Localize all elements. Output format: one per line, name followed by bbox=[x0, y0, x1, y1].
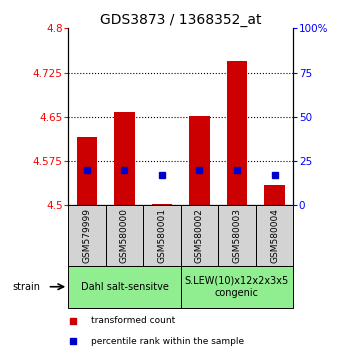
Bar bbox=[181, 205, 218, 266]
Title: GDS3873 / 1368352_at: GDS3873 / 1368352_at bbox=[100, 13, 262, 27]
Text: GSM580000: GSM580000 bbox=[120, 208, 129, 263]
Text: Dahl salt-sensitve: Dahl salt-sensitve bbox=[80, 282, 168, 292]
Bar bbox=[152, 204, 172, 205]
Text: percentile rank within the sample: percentile rank within the sample bbox=[91, 337, 244, 346]
Bar bbox=[189, 116, 210, 205]
Bar bbox=[77, 137, 97, 205]
Text: GSM580004: GSM580004 bbox=[270, 208, 279, 263]
Text: GSM580001: GSM580001 bbox=[158, 208, 166, 263]
Text: GSM580002: GSM580002 bbox=[195, 208, 204, 263]
Text: transformed count: transformed count bbox=[91, 316, 175, 325]
Bar bbox=[227, 61, 247, 205]
Bar bbox=[256, 205, 293, 266]
Bar bbox=[114, 112, 135, 205]
Bar bbox=[106, 205, 143, 266]
Text: GSM580003: GSM580003 bbox=[233, 208, 241, 263]
Bar bbox=[264, 185, 285, 205]
Bar bbox=[181, 266, 293, 308]
Bar bbox=[68, 266, 181, 308]
Bar bbox=[218, 205, 256, 266]
Bar bbox=[68, 205, 106, 266]
Text: S.LEW(10)x12x2x3x5
congenic: S.LEW(10)x12x2x3x5 congenic bbox=[185, 276, 289, 298]
Bar bbox=[143, 205, 181, 266]
Text: strain: strain bbox=[12, 282, 40, 292]
Text: GSM579999: GSM579999 bbox=[83, 208, 91, 263]
